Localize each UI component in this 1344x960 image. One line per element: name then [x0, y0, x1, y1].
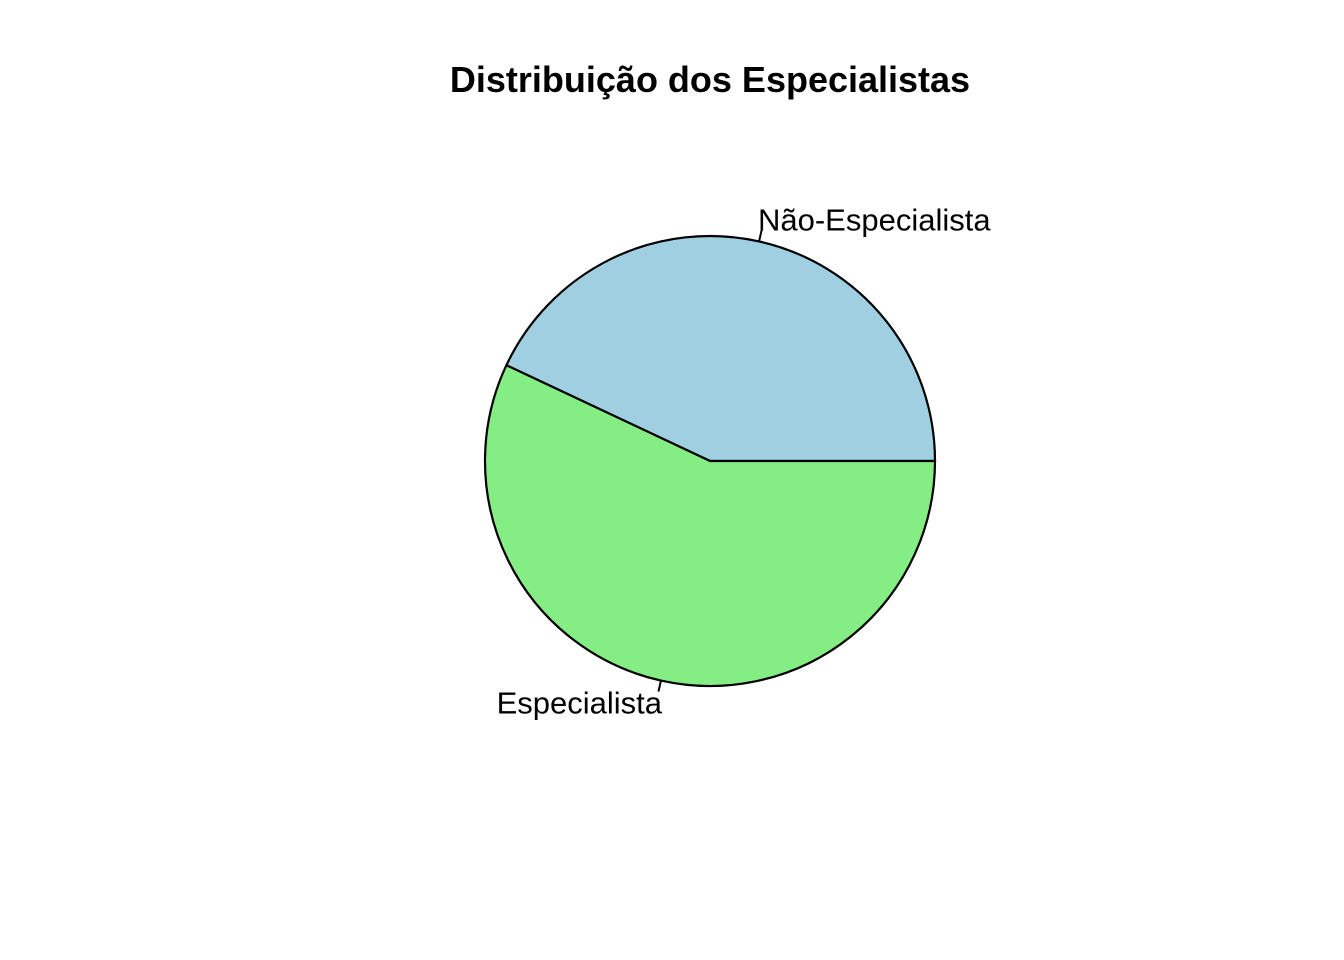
leader-line-especialista [657, 680, 662, 692]
leader-line-nao-especialista [758, 230, 763, 242]
slice-label-nao-especialista: Não-Especialista [758, 202, 991, 237]
pie-slices [483, 234, 937, 688]
slice-labels: Não-Especialista Especialista [497, 202, 992, 720]
pie-slice-especialista [483, 363, 937, 688]
slice-leader-lines [657, 230, 763, 692]
pie-slice-nao-especialista [504, 234, 937, 463]
chart-title: Distribuição dos Especialistas [450, 59, 970, 100]
slice-label-especialista: Especialista [497, 686, 663, 721]
